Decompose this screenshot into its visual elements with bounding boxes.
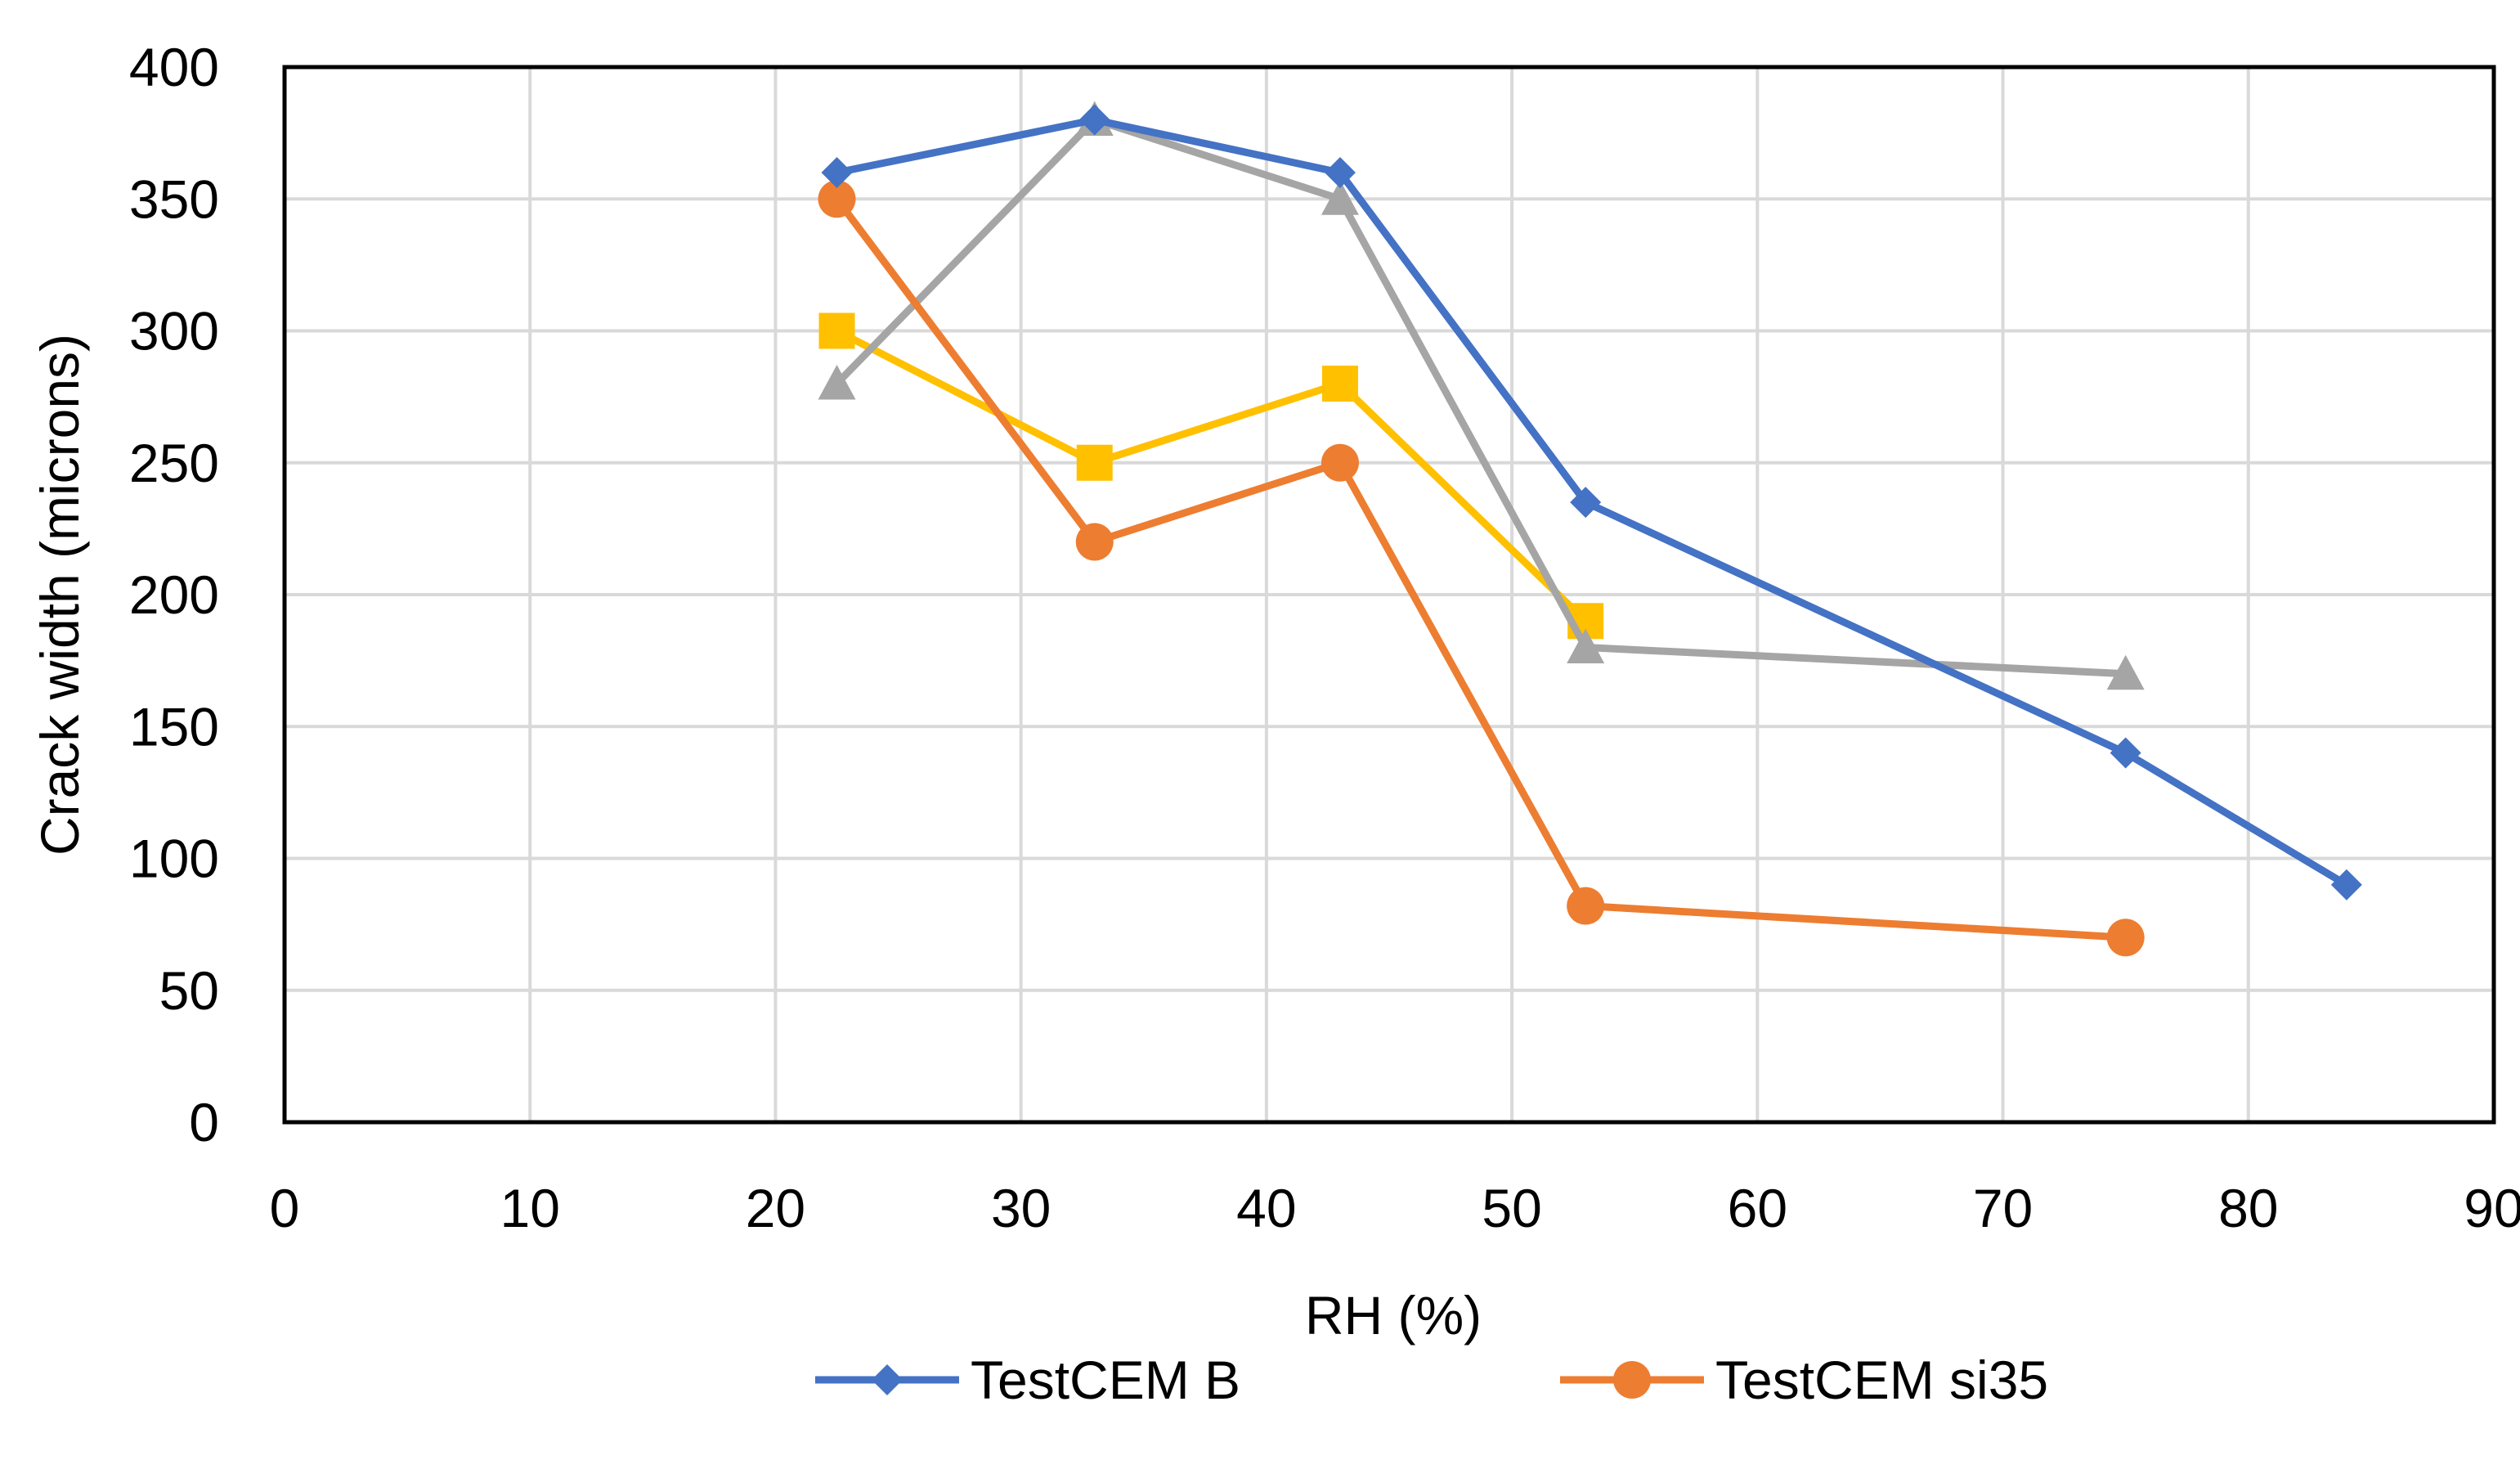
data-point-square	[1076, 444, 1113, 481]
data-point-diamond	[1324, 157, 1356, 188]
data-point-triangle	[2106, 654, 2145, 690]
grid	[285, 67, 2494, 1122]
y-tick-label: 0	[189, 1092, 219, 1152]
y-axis-title: Crack width (microns)	[29, 334, 90, 856]
series-line	[833, 116, 2351, 889]
data-point-triangle	[1567, 628, 1605, 664]
y-tick-label: 400	[129, 37, 219, 97]
y-tick-label: 50	[159, 960, 219, 1021]
y-tick-label: 250	[129, 433, 219, 493]
data-point-square	[1321, 366, 1358, 402]
y-tick-label: 350	[129, 168, 219, 229]
legend-marker-diamond	[872, 1364, 903, 1395]
y-tick-label: 150	[129, 696, 219, 757]
series-triangle-series	[818, 101, 2145, 690]
data-point-diamond	[2330, 869, 2362, 901]
x-tick-label: 80	[2218, 1178, 2278, 1238]
data-point-diamond	[1078, 104, 1110, 136]
x-tick-label: 70	[1973, 1178, 2033, 1238]
legend-label: TestCEM B	[971, 1350, 1240, 1410]
x-tick-label: 40	[1236, 1178, 1296, 1238]
data-point-diamond	[1570, 487, 1602, 519]
legend-item-testcem-si35: TestCEM si35	[1560, 1350, 2048, 1410]
y-tick-label: 200	[129, 564, 219, 625]
data-point-diamond	[821, 157, 853, 188]
data-point-square	[818, 312, 855, 349]
x-tick-label: 50	[1482, 1178, 1541, 1238]
y-tick-label: 300	[129, 301, 219, 362]
legend: TestCEM B TestCEM si35	[815, 1350, 2048, 1410]
plot-area-frame	[282, 65, 2496, 1125]
x-tick-label: 90	[2464, 1178, 2520, 1238]
series-testcem-si35	[818, 180, 2145, 957]
tick-labels: 0 10 20 30 40 50 60 70 80 90 0 50 100 150 200 250 300 350…	[129, 37, 2520, 1238]
x-tick-label: 0	[270, 1178, 300, 1238]
legend-marker-circle	[1613, 1361, 1651, 1399]
legend-label: TestCEM si35	[1715, 1350, 2048, 1410]
x-tick-label: 30	[991, 1178, 1051, 1238]
series-layer	[818, 101, 2362, 957]
y-tick-label: 100	[129, 829, 219, 889]
data-point-circle	[1075, 523, 1114, 561]
series-line	[833, 195, 2130, 941]
series-line	[833, 327, 1590, 625]
x-axis-title: RH (%)	[1305, 1285, 1482, 1345]
data-point-circle	[1321, 443, 1359, 482]
series-line	[833, 116, 2130, 678]
data-point-circle	[818, 180, 856, 218]
data-point-circle	[1567, 887, 1605, 925]
series-testcem-b	[821, 104, 2362, 901]
series-square-series	[818, 312, 1604, 640]
data-point-triangle	[818, 365, 856, 400]
data-point-diamond	[2110, 737, 2141, 769]
legend-item-testcem-b: TestCEM B	[815, 1350, 1240, 1410]
data-point-circle	[2106, 919, 2145, 957]
x-tick-label: 20	[746, 1178, 805, 1238]
data-point-triangle	[1321, 180, 1359, 215]
x-tick-label: 10	[500, 1178, 560, 1238]
x-tick-label: 60	[1728, 1178, 1787, 1238]
